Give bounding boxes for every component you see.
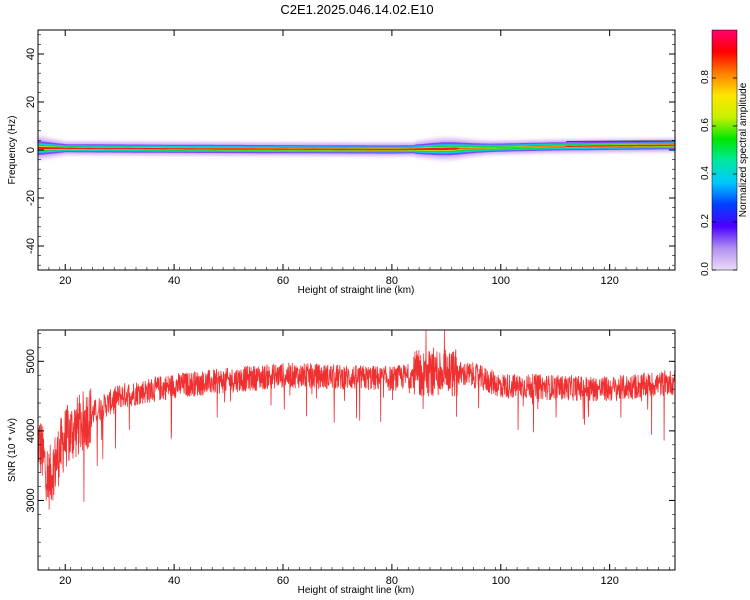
colorbar: 0.0 0.2 0.4 0.6 0.8 Normalized spectral ampl… xyxy=(700,29,749,276)
snr-y-tick-label: 5000 xyxy=(25,349,37,373)
spectrogram-y-tick-label: 40 xyxy=(25,48,37,60)
snr-ylabel: SNR (10 * v/v) xyxy=(7,418,18,482)
spectrogram-xlabel: Height of straight line (km) xyxy=(298,285,415,296)
snr-frame xyxy=(37,329,676,571)
snr-xlabel: Height of straight line (km) xyxy=(298,585,415,596)
snr-y-tick-label: 4000 xyxy=(25,419,37,443)
colorbar-ticks: 0.0 0.2 0.4 0.6 0.8 xyxy=(700,70,737,276)
snr-x-tick-label: 40 xyxy=(168,575,180,587)
snr-x-tick-label: 120 xyxy=(600,575,618,587)
snr-ticks: 20 40 60 80 100 120 3000 4000 5000 xyxy=(25,330,675,587)
snr-x-tick-label: 80 xyxy=(386,575,398,587)
spectrogram-y-tick-label: 20 xyxy=(25,96,37,108)
spectrogram-panel: 20 40 60 80 100 120 -40 -20 0 20 40 Height of stra… xyxy=(7,29,676,296)
spectrogram-x-tick-label: 100 xyxy=(492,275,510,287)
spectrogram-heatmap xyxy=(38,134,676,162)
spectrogram-x-tick-label: 60 xyxy=(277,275,289,287)
spectrogram-y-tick-label: -20 xyxy=(25,190,37,206)
colorbar-label: Normalized spectral amplitude xyxy=(738,82,749,217)
colorbar-tick-label: 0.8 xyxy=(700,70,711,84)
colorbar-tick-label: 0.0 xyxy=(700,262,711,276)
spectrogram-y-tick-label: -40 xyxy=(25,238,37,254)
colorbar-tick-label: 0.4 xyxy=(700,166,711,180)
snr-series-line xyxy=(37,329,676,510)
snr-panel: 20 40 60 80 100 120 3000 4000 5000 Height of str… xyxy=(7,329,676,596)
snr-y-tick-label: 3000 xyxy=(25,488,37,512)
spectrogram-x-tick-label: 40 xyxy=(168,275,180,287)
spectrogram-x-tick-label: 80 xyxy=(386,275,398,287)
colorbar-tick-label: 0.2 xyxy=(700,214,711,228)
snr-x-tick-label: 60 xyxy=(277,575,289,587)
spectrogram-x-tick-label: 120 xyxy=(600,275,618,287)
figure-title: C2E1.2025.046.14.02.E10 xyxy=(280,2,433,17)
spectrogram-y-tick-label: 0 xyxy=(25,147,37,153)
spectrogram-x-tick-label: 20 xyxy=(59,275,71,287)
spectrogram-band-level xyxy=(38,144,675,151)
spectrogram-ticks: 20 40 60 80 100 120 -40 -20 0 20 40 xyxy=(25,30,675,287)
colorbar-bar xyxy=(711,29,738,271)
snr-x-tick-label: 20 xyxy=(59,575,71,587)
snr-x-tick-label: 100 xyxy=(492,575,510,587)
spectrogram-ylabel: Frequency (Hz) xyxy=(7,116,18,185)
colorbar-tick-label: 0.6 xyxy=(700,118,711,132)
